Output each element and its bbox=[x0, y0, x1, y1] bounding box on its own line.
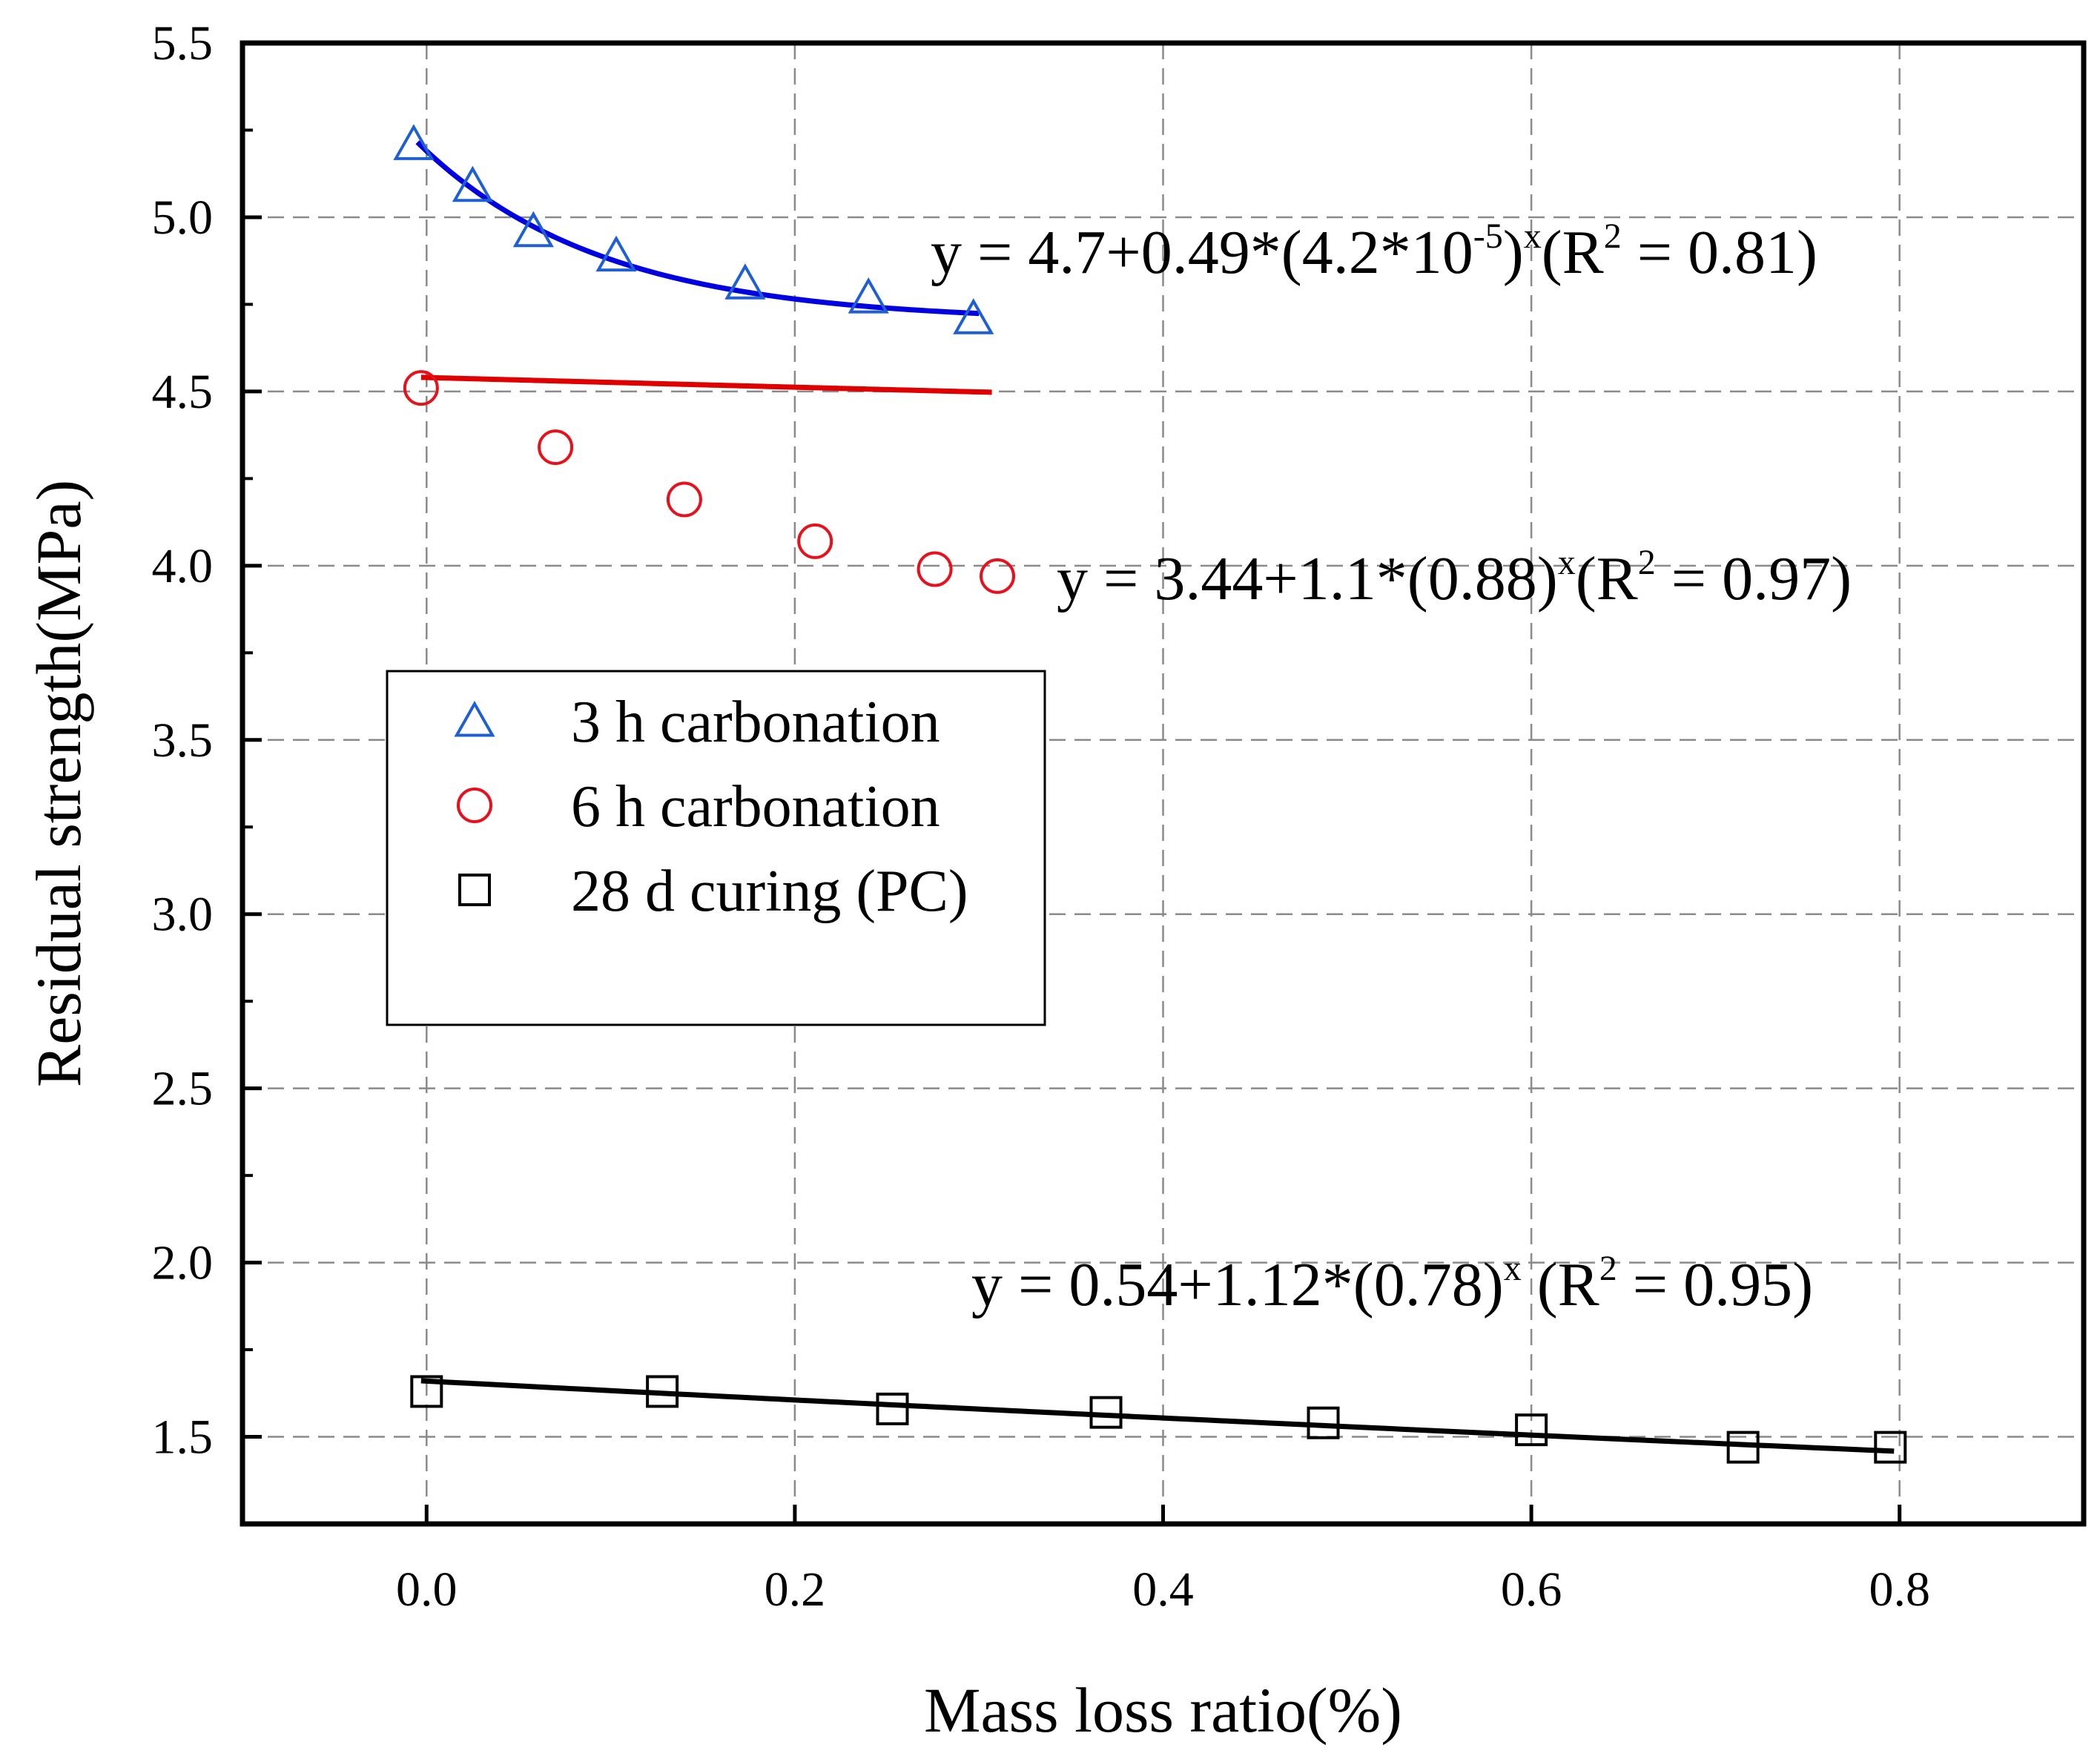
equation-superscript: x bbox=[1558, 543, 1576, 582]
data-point-circle bbox=[980, 558, 1016, 594]
data-markers bbox=[393, 124, 1907, 1464]
fit-equation-2: y = 0.54+1.12*(0.78)x (R2 = 0.95) bbox=[971, 1249, 1813, 1319]
equation-part: = 0.95) bbox=[1617, 1250, 1813, 1319]
fit-curve-2 bbox=[420, 1378, 1895, 1454]
equation-part: (R bbox=[1522, 1250, 1599, 1319]
y-tick-label: 2.0 bbox=[152, 1236, 214, 1290]
x-tick-label: 0.8 bbox=[1869, 1562, 1930, 1617]
data-point-circle bbox=[917, 551, 953, 587]
y-tick-label: 4.5 bbox=[152, 365, 214, 419]
fit-equations: y = 4.7+0.49*(4.2*10-5)x(R2 = 0.81)y = 3… bbox=[931, 217, 1852, 1319]
legend-marker-square bbox=[458, 874, 491, 906]
equation-superscript: 2 bbox=[1599, 1249, 1617, 1288]
y-tick-label: 5.5 bbox=[152, 16, 214, 70]
data-point-circle bbox=[797, 523, 833, 559]
legend: 3 h carbonation 6 h carbonation 28 d curin… bbox=[386, 670, 1046, 1026]
data-point-triangle bbox=[393, 124, 435, 160]
data-point-triangle bbox=[452, 165, 493, 202]
data-point-square bbox=[876, 1392, 909, 1425]
data-point-square bbox=[1089, 1396, 1123, 1429]
equation-part: y = 4.7+0.49*(4.2*10 bbox=[931, 218, 1473, 287]
data-point-triangle bbox=[724, 263, 766, 300]
y-tick-label: 2.5 bbox=[152, 1062, 214, 1116]
y-axis-title: Residual strength(MPa) bbox=[23, 480, 94, 1087]
equation-part: (R bbox=[1576, 544, 1638, 613]
legend-label: 3 h carbonation bbox=[571, 690, 940, 755]
axis-ticks: 0.0 0.2 0.4 0.6 0.8 1.5 2.0 2.5 3.0 3.5 4.0 4.5 5.0 5… bbox=[152, 16, 1930, 1617]
equation-part: y = 3.44+1.1*(0.88) bbox=[1057, 544, 1558, 613]
y-tick-label: 1.5 bbox=[152, 1410, 214, 1465]
legend-box bbox=[386, 670, 1046, 1026]
x-tick-label: 0.6 bbox=[1501, 1562, 1562, 1617]
data-point-square bbox=[1515, 1413, 1548, 1447]
x-axis-title: Mass loss ratio(%) bbox=[924, 1674, 1402, 1746]
x-tick-label: 0.2 bbox=[765, 1562, 826, 1617]
y-tick-label: 3.5 bbox=[152, 713, 214, 768]
y-tick-label: 4.0 bbox=[152, 539, 214, 593]
legend-marker-triangle bbox=[454, 700, 495, 737]
fit-curve-1 bbox=[420, 374, 992, 395]
legend-marker-circle bbox=[457, 788, 492, 823]
y-tick-label: 5.0 bbox=[152, 191, 214, 245]
equation-superscript: -5 bbox=[1473, 217, 1503, 256]
data-point-square bbox=[1874, 1430, 1907, 1464]
equation-superscript: x bbox=[1524, 217, 1542, 256]
data-point-square bbox=[1307, 1406, 1340, 1439]
x-tick-label: 0.0 bbox=[396, 1562, 458, 1617]
data-point-triangle bbox=[953, 298, 994, 334]
data-point-square bbox=[1726, 1430, 1760, 1464]
y-tick-label: 3.0 bbox=[152, 888, 214, 942]
data-point-square bbox=[646, 1375, 679, 1408]
equation-part: = 0.97) bbox=[1656, 544, 1852, 613]
equation-superscript: 2 bbox=[1604, 217, 1622, 256]
equation-part: (R bbox=[1542, 218, 1604, 287]
equation-superscript: x bbox=[1504, 1249, 1522, 1288]
legend-label: 6 h carbonation bbox=[571, 774, 940, 839]
data-point-triangle bbox=[595, 235, 637, 272]
data-point-square bbox=[410, 1375, 443, 1408]
data-point-triangle bbox=[512, 211, 554, 248]
data-point-circle bbox=[403, 370, 439, 406]
equation-superscript: 2 bbox=[1638, 543, 1656, 582]
fit-equation-1: y = 3.44+1.1*(0.88)x(R2 = 0.97) bbox=[1057, 543, 1852, 613]
data-point-circle bbox=[666, 481, 702, 518]
fit-equation-0: y = 4.7+0.49*(4.2*10-5)x(R2 = 0.81) bbox=[931, 217, 1817, 287]
x-tick-label: 0.4 bbox=[1132, 1562, 1194, 1617]
equation-part: = 0.81) bbox=[1622, 218, 1817, 287]
equation-part: ) bbox=[1503, 218, 1524, 287]
data-point-triangle bbox=[848, 277, 889, 314]
legend-label: 28 d curing (PC) bbox=[571, 859, 968, 924]
data-point-circle bbox=[538, 429, 574, 466]
equation-part: y = 0.54+1.12*(0.78) bbox=[971, 1250, 1504, 1319]
